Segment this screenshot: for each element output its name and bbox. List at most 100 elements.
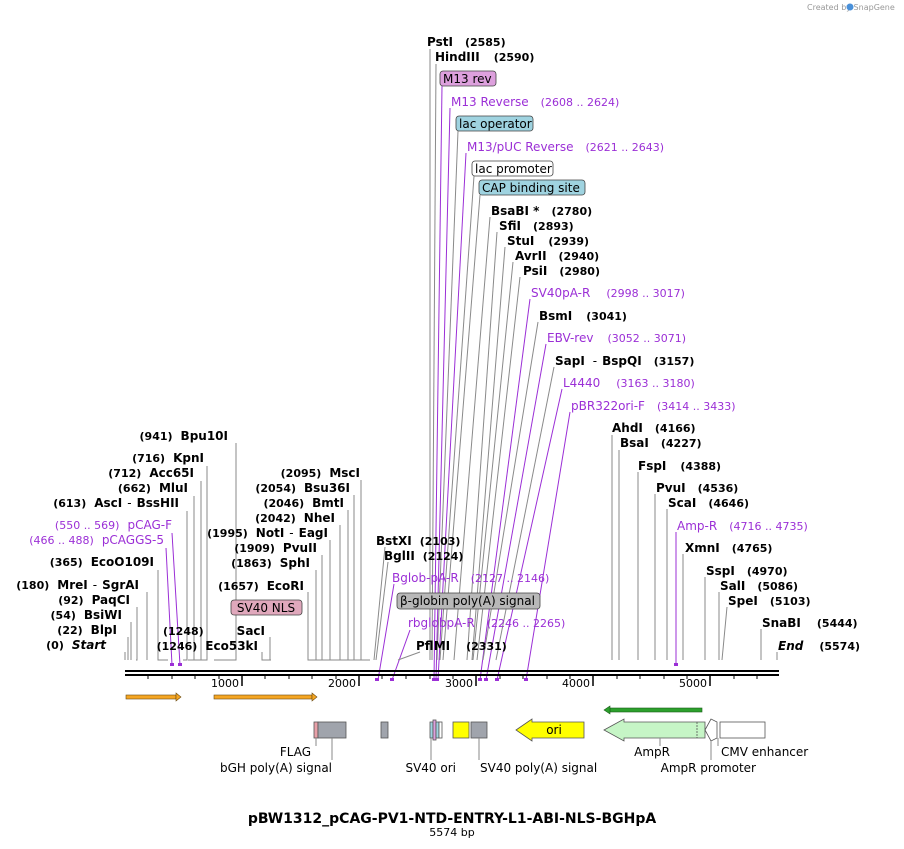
leader-nhei — [339, 525, 363, 661]
site-sspi: SspI (4970) — [706, 564, 788, 578]
site-psti: PstI (2585) — [427, 35, 506, 49]
flag-label: FLAG — [280, 745, 311, 759]
site-bsiwi: (54) BsiWI — [51, 608, 122, 622]
beta-globin-polya-box — [396, 592, 541, 610]
lac-operator-label: lac operator — [459, 117, 532, 131]
site-msci: (2095) MscI — [281, 466, 360, 480]
leader-acc65i — [193, 481, 202, 661]
tick-2000: 2000 — [328, 677, 356, 690]
leader-sapi — [495, 366, 555, 661]
ori-feature — [515, 718, 585, 742]
site-end: End (5574) — [778, 639, 860, 653]
leader-lacop — [436, 130, 459, 661]
feature-sv40-nls: SV40 NLS — [230, 599, 303, 616]
site-mlui: (662) MluI — [118, 481, 188, 495]
lac-operator-box — [455, 115, 534, 132]
leader-lines — [124, 49, 778, 681]
leader-cap — [442, 194, 481, 661]
orange-arrow-1-head — [175, 692, 182, 702]
flag-feature — [313, 721, 319, 739]
primer-pcag-f: (550 .. 569) pCAG-F — [55, 518, 172, 532]
tick-5000: 5000 — [679, 677, 707, 690]
primer-bglob-pa-r: Bglob-pA-R (2127 .. 2146) — [392, 571, 549, 585]
primer-rbglobpa-r: rbglobpA-R (2246 .. 2265) — [408, 616, 565, 630]
lac-promoter-box — [471, 160, 554, 177]
green-arrow-head — [603, 705, 611, 715]
top-site-labels: PstI (2585) HindIII (2590) M13 rev M13 Rev… — [427, 35, 736, 413]
primer-m13-puc-reverse: M13/pUC Reverse (2621 .. 2643) — [467, 140, 664, 154]
orange-arrow-2-head — [311, 692, 318, 702]
leader-ecori — [307, 592, 318, 661]
primer-ebv-rev: EBV-rev (3052 .. 3071) — [547, 331, 686, 345]
center-site-labels: BstXI (2103) BglII (2124) Bglob-pA-R (2127 … — [376, 534, 565, 653]
orange-arrow-1 — [125, 694, 177, 700]
site-bmti: (2046) BmtI — [263, 496, 344, 510]
leader-bstxi — [373, 546, 386, 661]
backbone: 1000 2000 3000 4000 5000 — [125, 670, 779, 690]
primer-pcaggs-5: (466 .. 488) pCAGGS-5 — [29, 533, 164, 547]
site-hindiii: HindIII (2590) — [435, 50, 534, 64]
plasmid-title: pBW1312_pCAG-PV1-NTD-ENTRY-L1-ABI-NLS-BG… — [248, 811, 657, 827]
leader-stui — [471, 246, 506, 661]
ampr-feature — [603, 718, 706, 742]
primer-markers — [170, 663, 678, 681]
leader-ecoo109i — [157, 570, 168, 661]
site-blpi: (22) BlpI — [57, 623, 117, 637]
small-gray-feature — [380, 721, 389, 739]
site-bsu36i: (2054) Bsu36I — [255, 481, 350, 495]
mid-site-labels: (2095) MscI (2054) Bsu36I (2046) BmtI (2042… — [157, 466, 360, 653]
lac-cluster-4 — [438, 721, 443, 739]
site-sapi: SapI - BspQI (3157) — [555, 354, 694, 368]
plasmid-size: 5574 bp — [429, 826, 474, 839]
leader-msci — [360, 480, 370, 661]
site-pvuii: (1909) PvuII — [234, 541, 317, 555]
feature-track: ori — [313, 718, 766, 742]
site-pflmi: PflMI (2331) — [416, 639, 507, 653]
leader-pbr322ori — [525, 411, 571, 681]
leader-bmti — [347, 510, 364, 661]
site-bsabi: BsaBI * (2780) — [491, 204, 592, 218]
green-arrow-body — [609, 707, 703, 713]
cmv-enhancer-label: CMV enhancer — [721, 745, 808, 759]
leader-bglii — [375, 561, 389, 661]
lac-cluster-2 — [432, 719, 437, 741]
sv40-nls-box — [230, 599, 303, 616]
leader-l4440 — [496, 388, 563, 681]
primer-l4440: L4440 (3163 .. 3180) — [563, 376, 695, 390]
site-paqci: (92) PaqCI — [58, 593, 130, 607]
site-bsmi: BsmI (3041) — [539, 309, 627, 323]
orange-arrow-2 — [213, 694, 313, 700]
leader-saci — [269, 637, 271, 661]
site-stui: StuI (2939) — [507, 234, 589, 248]
leader-mlui — [188, 496, 195, 661]
green-arrow — [603, 705, 703, 715]
major-ticks — [241, 676, 711, 686]
tick-4000: 4000 — [562, 677, 590, 690]
site-ecoo109i: (365) EcoO109I — [50, 555, 154, 569]
snapgene-logo-icon — [846, 3, 854, 11]
site-mrei: (180) MreI - SgrAI — [16, 578, 139, 592]
sv40-polya-feature — [470, 721, 488, 739]
site-bstxi: BstXI (2103) — [376, 534, 460, 548]
leader-lacprom — [439, 175, 475, 661]
site-nhei: (2042) NheI — [255, 511, 335, 525]
leader-m13reverse — [435, 107, 451, 681]
leader-bsu36i — [353, 495, 366, 661]
ampr-label: AmpR — [634, 745, 670, 759]
sv40-ori-label: SV40 ori — [405, 761, 456, 775]
sv40-ori-feature — [452, 721, 470, 739]
feature-labels: FLAG bGH poly(A) signal SV40 ori SV40 po… — [220, 745, 808, 775]
bgh-feature — [317, 721, 347, 739]
primer-pbr322ori-f: pBR322ori-F (3414 .. 3433) — [571, 399, 736, 413]
snapgene-credit: Created by SnapGene — [807, 3, 895, 12]
leader-pflmi — [397, 651, 421, 661]
lac-cluster-3 — [435, 721, 440, 739]
site-noti: (1995) NotI - EagI — [207, 526, 328, 540]
site-ahdi: AhdI (4166) — [612, 421, 696, 435]
leader-sv40pa-r — [479, 298, 531, 681]
leader-paqci — [136, 607, 138, 661]
site-psii: PsiI (2980) — [523, 264, 600, 278]
primer-m13-reverse: M13 Reverse (2608 .. 2624) — [451, 95, 619, 109]
m13-rev-box — [439, 70, 497, 87]
